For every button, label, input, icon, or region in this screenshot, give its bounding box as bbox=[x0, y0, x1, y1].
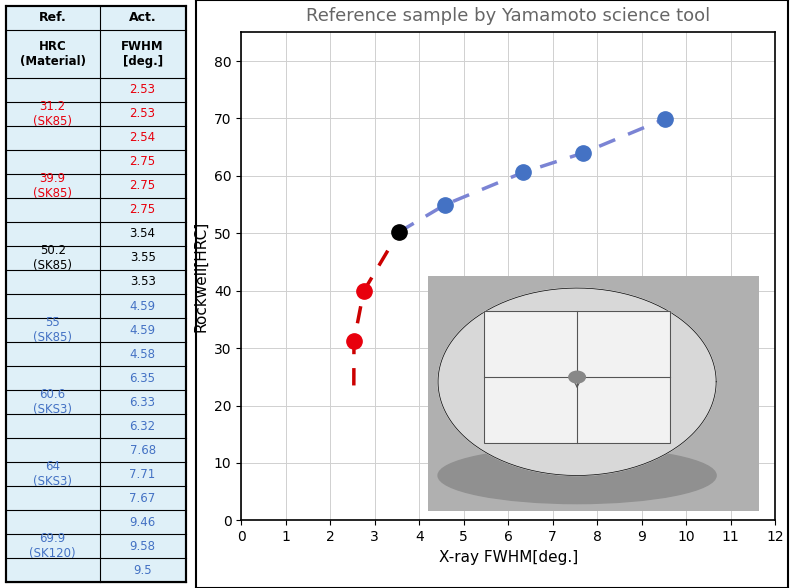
Text: Act.: Act. bbox=[129, 11, 157, 24]
Text: FWHM
[deg.]: FWHM [deg.] bbox=[121, 40, 164, 68]
Text: 31.2
(SK85): 31.2 (SK85) bbox=[33, 100, 72, 128]
Text: 2.75: 2.75 bbox=[130, 179, 156, 192]
Text: 4.59: 4.59 bbox=[130, 323, 156, 336]
Text: 64
(SKS3): 64 (SKS3) bbox=[33, 460, 72, 488]
Text: 6.35: 6.35 bbox=[130, 372, 156, 385]
Text: 3.55: 3.55 bbox=[130, 252, 156, 265]
Y-axis label: Rockwell[HRC]: Rockwell[HRC] bbox=[193, 220, 208, 332]
Text: 6.32: 6.32 bbox=[130, 420, 156, 433]
Title: Reference sample by Yamamoto science tool: Reference sample by Yamamoto science too… bbox=[306, 7, 710, 25]
Text: 4.58: 4.58 bbox=[130, 348, 156, 360]
Text: 7.68: 7.68 bbox=[130, 443, 156, 456]
X-axis label: X-ray FWHM[deg.]: X-ray FWHM[deg.] bbox=[438, 550, 578, 564]
Text: 2.53: 2.53 bbox=[130, 83, 156, 96]
Text: HRC
(Material): HRC (Material) bbox=[20, 40, 85, 68]
Text: 9.58: 9.58 bbox=[130, 540, 156, 553]
Text: Ref.: Ref. bbox=[39, 11, 66, 24]
Text: 2.75: 2.75 bbox=[130, 203, 156, 216]
Text: 50.2
(SK85): 50.2 (SK85) bbox=[33, 244, 72, 272]
Text: 3.54: 3.54 bbox=[130, 228, 156, 240]
Text: 2.54: 2.54 bbox=[130, 132, 156, 145]
Text: 2.53: 2.53 bbox=[130, 108, 156, 121]
Text: 39.9
(SK85): 39.9 (SK85) bbox=[33, 172, 72, 200]
Text: 3.53: 3.53 bbox=[130, 276, 156, 289]
Text: 7.71: 7.71 bbox=[130, 467, 156, 480]
Text: 9.5: 9.5 bbox=[134, 564, 152, 577]
Text: 2.75: 2.75 bbox=[130, 155, 156, 168]
Text: 60.6
(SKS3): 60.6 (SKS3) bbox=[33, 388, 72, 416]
Text: 7.67: 7.67 bbox=[130, 492, 156, 505]
Text: 9.46: 9.46 bbox=[130, 516, 156, 529]
Text: 4.59: 4.59 bbox=[130, 299, 156, 312]
Text: 6.33: 6.33 bbox=[130, 396, 156, 409]
Text: 55
(SK85): 55 (SK85) bbox=[33, 316, 72, 344]
Text: 69.9
(SK120): 69.9 (SK120) bbox=[29, 532, 76, 560]
